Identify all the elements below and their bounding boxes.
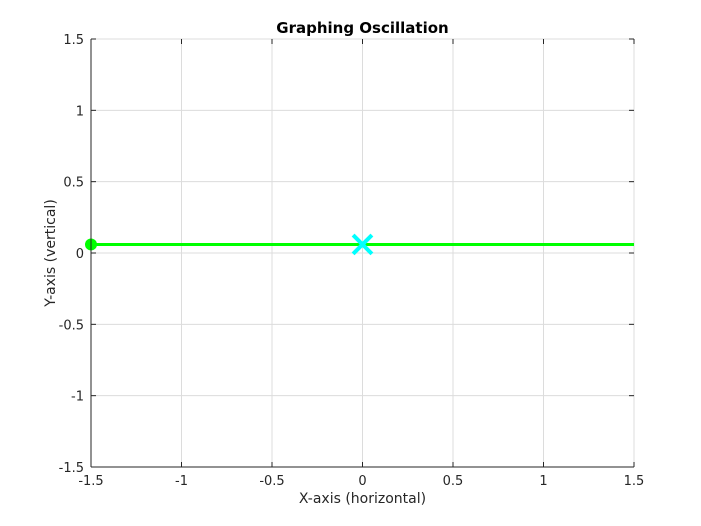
y-tick-label: -0.5: [59, 318, 84, 333]
x-marker-stroke: [351, 233, 374, 256]
x-tick-label: -0.5: [259, 474, 284, 489]
x-axis-label: X-axis (horizontal): [299, 491, 426, 507]
axes: [90, 38, 635, 468]
x-tick-label: -1.5: [78, 474, 103, 489]
x-tick-label: 1: [539, 474, 547, 489]
y-tick-label: 1.5: [63, 33, 84, 48]
y-tick-label: -1: [71, 390, 84, 405]
y-tick-label: 0.5: [63, 176, 84, 191]
x-marker: [351, 233, 374, 256]
y-axis-label: Y-axis (vertical): [43, 199, 59, 308]
x-tick-label: -1: [175, 474, 188, 489]
chart-title: Graphing Oscillation: [276, 19, 448, 37]
y-tick-label: 0: [76, 247, 84, 262]
y-tick-labels: -1.5 -1 -0.5 0 0.5 1 1.5: [59, 33, 84, 476]
y-tick-label: -1.5: [59, 461, 84, 476]
x-tick-label: 1.5: [624, 474, 645, 489]
x-tick-labels: -1.5 -1 -0.5 0 0.5 1 1.5: [78, 474, 644, 489]
x-tick-label: 0.5: [443, 474, 464, 489]
data-layer: [85, 233, 634, 256]
x-tick-label: 0: [358, 474, 366, 489]
y-tick-label: 1: [76, 104, 84, 119]
